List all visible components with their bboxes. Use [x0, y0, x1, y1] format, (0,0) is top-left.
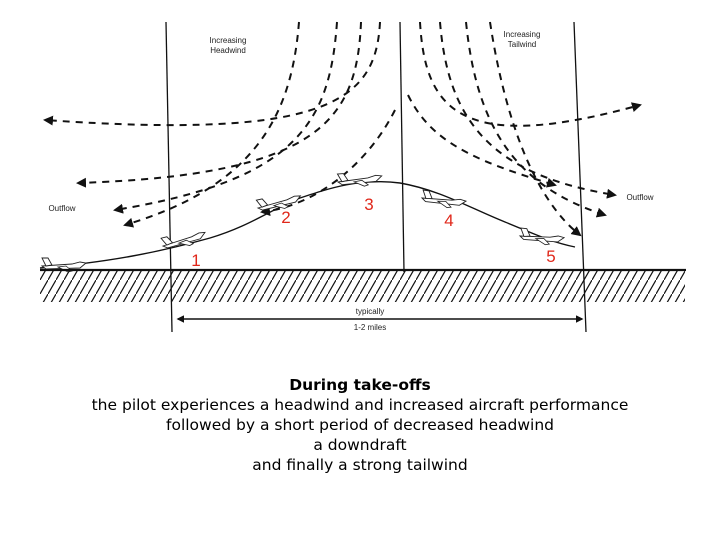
wind-flow-right [407, 21, 642, 237]
label-outflow-left: Outflow [48, 204, 75, 213]
reference-line-center [399, 21, 405, 273]
wind-flow-left [43, 21, 396, 228]
position-number-5: 5 [546, 247, 555, 266]
caption-line-4: and finally a strong tailwind [252, 456, 468, 474]
position-number-4: 4 [444, 211, 453, 230]
caption-line-3: a downdraft [313, 436, 407, 454]
caption: During take-offs the pilot experiences a… [0, 375, 720, 475]
microburst-diagram: Increasing Headwind Increasing Tailwind … [39, 21, 686, 333]
label-distance-line2: 1-2 miles [354, 323, 386, 332]
aircraft-position-5 [518, 227, 566, 248]
position-number-2: 2 [281, 208, 290, 227]
label-increasing-headwind-line1: Increasing [210, 36, 247, 45]
label-outflow-right: Outflow [626, 193, 653, 202]
position-number-3: 3 [364, 195, 373, 214]
caption-title: During take-offs [289, 376, 431, 394]
position-number-1: 1 [191, 251, 200, 270]
aircraft-position-4 [420, 189, 468, 211]
aircraft-position-2 [255, 190, 303, 215]
label-increasing-tailwind-line1: Increasing [504, 30, 541, 39]
label-increasing-headwind-line2: Headwind [210, 46, 246, 55]
aircraft-position-1 [160, 227, 208, 253]
caption-line-2: followed by a short period of decreased … [166, 416, 554, 434]
flight-path [39, 180, 576, 269]
ground-hatching [40, 270, 685, 302]
label-increasing-tailwind-line2: Tailwind [508, 40, 536, 49]
caption-line-1: the pilot experiences a headwind and inc… [91, 396, 629, 414]
label-distance-line1: typically [356, 307, 384, 316]
